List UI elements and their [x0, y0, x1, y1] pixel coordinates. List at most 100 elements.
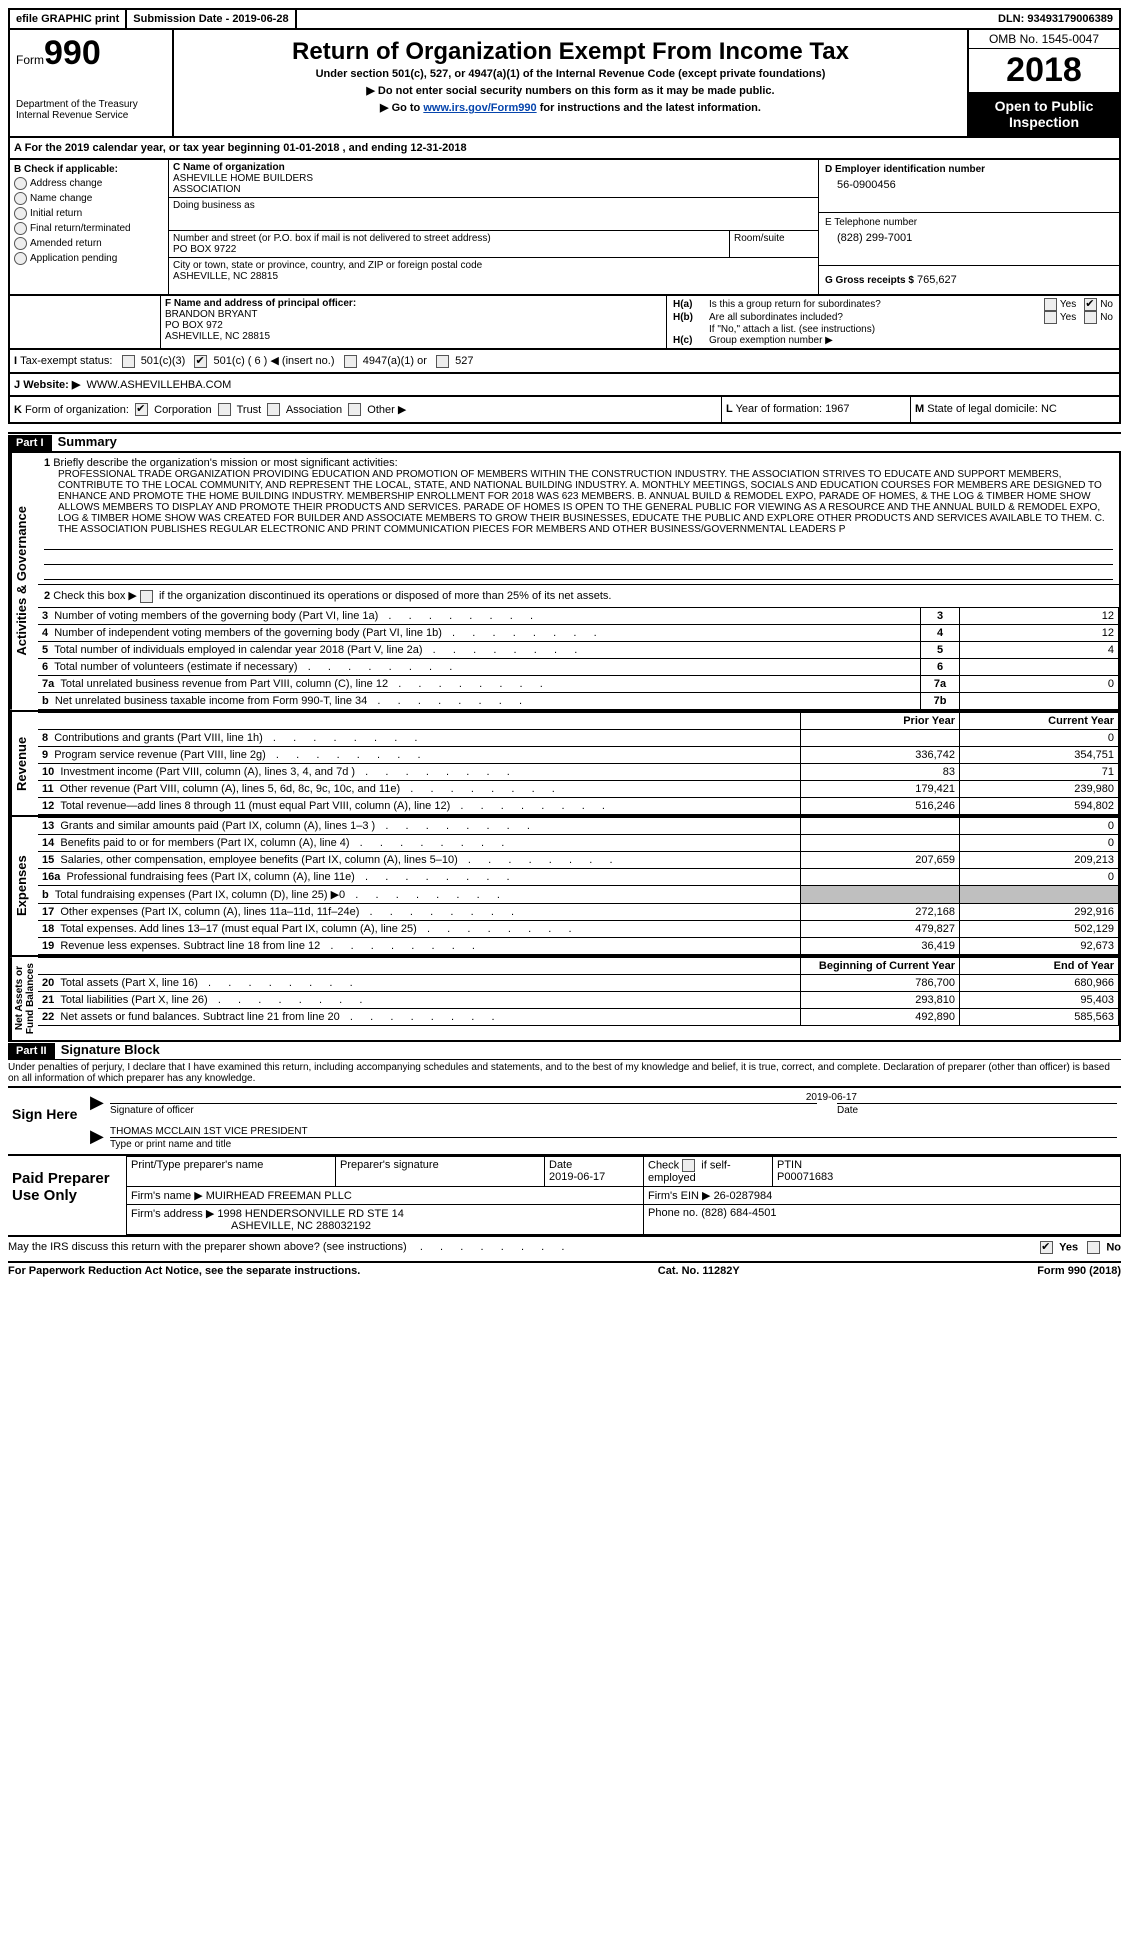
sign-here-block: Sign Here ▶ 2019-06-17 Signature of offi… [8, 1086, 1121, 1154]
k-assoc-checkbox[interactable] [267, 403, 280, 416]
org-name-1: ASHEVILLE HOME BUILDERS [173, 173, 814, 184]
ha-label: Is this a group return for subordinates? [709, 299, 1044, 310]
submission-date: Submission Date - 2019-06-28 [127, 10, 296, 28]
box-f-label: F Name and address of principal officer: [165, 298, 662, 309]
hc-label: Group exemption number ▶ [709, 335, 833, 346]
dept-treasury: Department of the Treasury [16, 99, 166, 110]
room-label: Room/suite [730, 231, 818, 257]
i-4947-checkbox[interactable] [344, 355, 357, 368]
gross-receipts: 765,627 [917, 274, 957, 286]
page-footer: For Paperwork Reduction Act Notice, see … [8, 1261, 1121, 1277]
discuss-yes: Yes [1059, 1241, 1078, 1253]
box-b-checkbox[interactable] [14, 177, 27, 190]
q2-checkbox[interactable] [140, 590, 153, 603]
street-value: PO BOX 9722 [173, 244, 725, 255]
box-j-label: Website: ▶ [23, 379, 80, 391]
sign-here-label: Sign Here [8, 1088, 86, 1154]
irs-link[interactable]: www.irs.gov/Form990 [423, 102, 536, 114]
governance-table: 3 Number of voting members of the govern… [38, 607, 1119, 710]
open-public-2: Inspection [1009, 114, 1079, 130]
box-b-checkbox[interactable] [14, 192, 27, 205]
box-b-item: Application pending [30, 253, 117, 264]
phone-label: Phone no. [648, 1207, 698, 1219]
i-527: 527 [455, 355, 473, 367]
box-b-item: Address change [30, 178, 102, 189]
officer-addr2: ASHEVILLE, NC 28815 [165, 331, 662, 342]
discuss-yes-checkbox[interactable] [1040, 1241, 1053, 1254]
h-ptin: PTIN [777, 1159, 802, 1171]
firm-addr1: 1998 HENDERSONVILLE RD STE 14 [217, 1208, 403, 1220]
goto-post: for instructions and the latest informat… [537, 102, 761, 114]
top-bar: efile GRAPHIC print Submission Date - 20… [8, 8, 1121, 30]
expenses-table: 13 Grants and similar amounts paid (Part… [38, 817, 1119, 955]
hb-no-checkbox[interactable] [1084, 311, 1097, 324]
q1-label: Briefly describe the organization's miss… [53, 457, 397, 469]
preparer-table: Print/Type preparer's name Preparer's si… [126, 1156, 1121, 1235]
omb-number: OMB No. 1545-0047 [969, 30, 1119, 49]
hb-label: Are all subordinates included? [709, 312, 1044, 323]
ha-yes-checkbox[interactable] [1044, 298, 1057, 311]
i-501c-checkbox[interactable] [194, 355, 207, 368]
i-4947: 4947(a)(1) or [363, 355, 427, 367]
h-date: Date [549, 1159, 572, 1171]
box-i-label: Tax-exempt status: [20, 355, 112, 367]
open-public-1: Open to Public [995, 98, 1094, 114]
h-sig: Preparer's signature [336, 1156, 545, 1186]
footer-right-pre: Form [1037, 1265, 1068, 1277]
part1-label: Part I [8, 435, 52, 451]
perjury-text: Under penalties of perjury, I declare th… [8, 1059, 1121, 1086]
vlabel-exp: Expenses [10, 817, 38, 955]
sig-name-label: Type or print name and title [110, 1137, 1117, 1150]
box-m-label: State of legal domicile: [927, 403, 1038, 415]
box-b-checkbox[interactable] [14, 222, 27, 235]
q1-text: PROFESSIONAL TRADE ORGANIZATION PROVIDIN… [58, 469, 1113, 535]
i-501c3: 501(c)(3) [141, 355, 186, 367]
k-other: Other ▶ [367, 404, 406, 416]
k-trust-checkbox[interactable] [218, 403, 231, 416]
col-current: Current Year [960, 712, 1119, 729]
box-c-label: C Name of organization [173, 162, 814, 173]
paid-preparer-label: Paid Preparer Use Only [8, 1156, 126, 1235]
h-check-pre: Check [648, 1159, 682, 1171]
form-prefix: Form [16, 53, 44, 67]
form-subhead-1: Under section 501(c), 527, or 4947(a)(1)… [182, 68, 959, 80]
col-boy: Beginning of Current Year [801, 957, 960, 974]
vlabel-na: Net Assets or Fund Balances [10, 957, 38, 1040]
q2-text-2: if the organization discontinued its ope… [156, 590, 612, 602]
firm-name-label: Firm's name ▶ [131, 1190, 203, 1202]
i-527-checkbox[interactable] [436, 355, 449, 368]
form-number: 990 [44, 34, 101, 72]
prep-date: 2019-06-17 [549, 1171, 605, 1183]
box-b-checkbox[interactable] [14, 237, 27, 250]
ha-no: No [1100, 299, 1113, 310]
part1-header: Part I Summary [8, 432, 1121, 453]
k-other-checkbox[interactable] [348, 403, 361, 416]
vlabel-rev: Revenue [10, 712, 38, 815]
ptin-value: P00071683 [777, 1171, 833, 1183]
discuss-no-checkbox[interactable] [1087, 1241, 1100, 1254]
hb-yes-checkbox[interactable] [1044, 311, 1057, 324]
box-b-checkbox[interactable] [14, 207, 27, 220]
ha-no-checkbox[interactable] [1084, 298, 1097, 311]
dba-label: Doing business as [173, 200, 814, 211]
phone-value: (828) 299-7001 [825, 232, 1113, 244]
k-corp-checkbox[interactable] [135, 403, 148, 416]
firm-addr2: ASHEVILLE, NC 288032192 [131, 1220, 371, 1232]
fh-block: F Name and address of principal officer:… [8, 296, 1121, 350]
box-g-label: G Gross receipts $ [825, 275, 914, 286]
box-b-label: Check if applicable: [24, 164, 118, 175]
box-b-checkbox[interactable] [14, 252, 27, 265]
entity-block: B Check if applicable: Address changeNam… [8, 160, 1121, 296]
i-501c3-checkbox[interactable] [122, 355, 135, 368]
footer-990: 990 [1068, 1265, 1086, 1277]
sig-date-value: 2019-06-17 [110, 1092, 1117, 1103]
box-b-item: Name change [30, 193, 92, 204]
sig-officer-label: Signature of officer [110, 1103, 817, 1116]
firm-ein: 26-0287984 [714, 1190, 773, 1202]
sig-name-value: THOMAS MCCLAIN 1ST VICE PRESIDENT [110, 1126, 1117, 1137]
form-subhead-2: Do not enter social security numbers on … [182, 84, 959, 97]
self-employed-checkbox[interactable] [682, 1159, 695, 1172]
line-a: A For the 2019 calendar year, or tax yea… [8, 138, 1121, 160]
city-label: City or town, state or province, country… [173, 260, 814, 271]
box-k-label: Form of organization: [25, 404, 129, 416]
